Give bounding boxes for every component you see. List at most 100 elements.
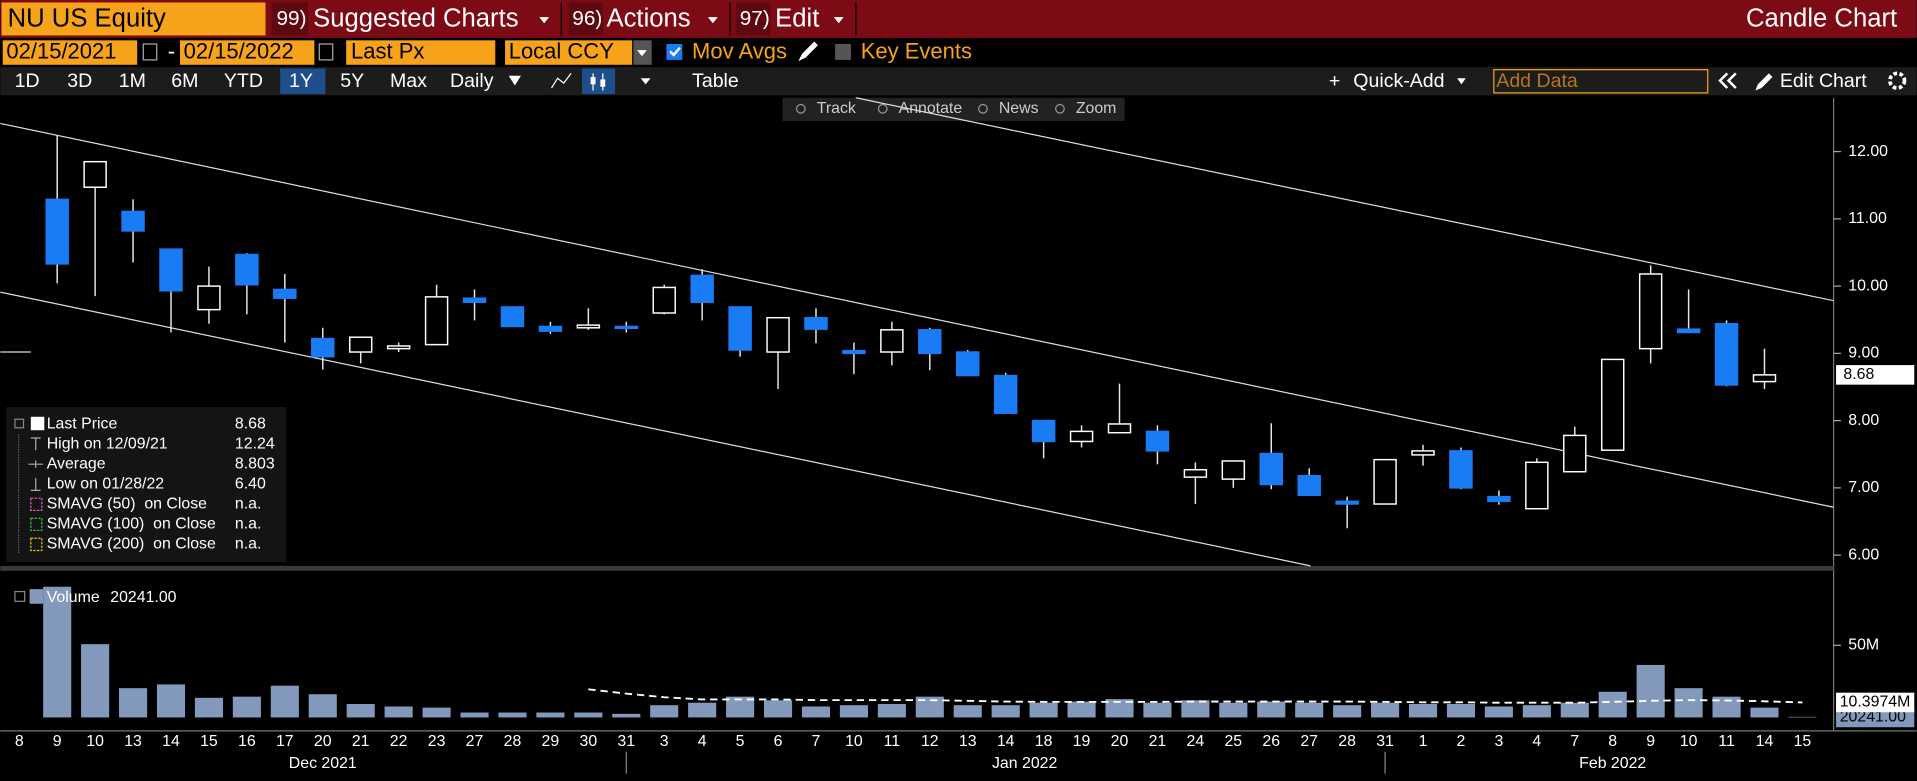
range-button[interactable]: 3D <box>67 70 92 92</box>
menu[interactable]: Actions <box>607 4 691 32</box>
dropdown-arrow <box>637 50 647 57</box>
range-button[interactable]: 1M <box>119 70 146 92</box>
volume-legend-value: 20241.00 <box>110 589 176 606</box>
candle-body <box>1714 323 1739 386</box>
tool-button[interactable]: News <box>999 100 1039 117</box>
range-button[interactable]: 6M <box>171 70 198 92</box>
volume-bar <box>81 644 110 718</box>
menu-key-box <box>568 2 603 36</box>
volume-bar <box>460 712 489 718</box>
legend-label: SMAVG (100) on Close <box>47 516 216 533</box>
candle-body <box>159 248 183 292</box>
candle-body <box>197 285 221 311</box>
legend-label: Low on 01/28/22 <box>47 475 165 492</box>
candle-body <box>235 253 259 286</box>
collapse-icon[interactable] <box>14 590 26 602</box>
volume-bar <box>1636 664 1665 718</box>
settings-icon[interactable] <box>1888 71 1907 90</box>
tool-icon <box>877 103 888 114</box>
volume-moving-average <box>588 688 1803 704</box>
axis-value-box <box>1836 707 1915 728</box>
legend-icon <box>30 478 41 491</box>
x-tick-label: 14 <box>1756 733 1774 750</box>
volume-bar <box>763 700 793 718</box>
menu[interactable]: Edit <box>775 4 819 32</box>
trend-line <box>0 291 1311 567</box>
volume-bar <box>43 586 72 718</box>
volume-bar <box>1408 704 1438 718</box>
checkbox-checked[interactable] <box>666 44 683 60</box>
range-button[interactable]: YTD <box>224 70 263 92</box>
x-tick-label: 13 <box>124 733 142 750</box>
mov-avgs: Mov Avgs <box>692 38 787 63</box>
line-chart-icon[interactable] <box>550 72 572 89</box>
collapse-icon[interactable] <box>1718 72 1737 89</box>
volume-bar <box>1371 702 1400 718</box>
range-button[interactable]: Max <box>390 70 427 92</box>
legend-label: Last Price <box>47 415 118 432</box>
pencil-icon[interactable] <box>798 41 818 62</box>
edit-chart[interactable]: Edit Chart <box>1780 70 1867 92</box>
volume-bar <box>1067 701 1096 718</box>
candle-body <box>1600 358 1625 451</box>
tool-button[interactable]: Track <box>817 100 856 117</box>
date-box[interactable] <box>2 40 138 65</box>
candle-body <box>273 288 297 299</box>
x-tick-label: 2 <box>1457 733 1466 750</box>
dropdown-arrow <box>539 17 550 24</box>
volume-bar <box>194 697 224 718</box>
y-tick-label: 7.00 <box>1848 479 1879 496</box>
dropdown-arrow <box>1457 78 1466 85</box>
candle-body <box>1145 430 1170 452</box>
y-tick-label: 6.00 <box>1848 546 1879 563</box>
x-tick-label: 17 <box>276 733 294 750</box>
range-button[interactable]: 1Y <box>289 70 313 92</box>
candle-body <box>424 296 449 346</box>
volume-bar <box>1219 702 1248 718</box>
candle-icon <box>600 79 606 87</box>
table-button[interactable]: Table <box>692 70 739 92</box>
candle-body <box>500 306 525 328</box>
x-tick-label: 9 <box>53 733 62 750</box>
x-tick-label: 4 <box>698 733 707 750</box>
calendar-icon[interactable] <box>318 43 334 61</box>
field-box[interactable] <box>346 40 496 65</box>
x-tick-label: 19 <box>1073 733 1091 750</box>
volume-bar <box>1674 688 1703 718</box>
volume-bar <box>991 705 1020 718</box>
range-button[interactable]: 1D <box>15 70 40 92</box>
ticker-box[interactable] <box>1 2 266 36</box>
pane-separator <box>0 565 1834 571</box>
date-box[interactable] <box>179 40 315 65</box>
calendar-icon[interactable] <box>142 43 158 61</box>
tool-button[interactable]: Annotate <box>899 100 963 117</box>
candle-icon-bg[interactable] <box>582 68 616 95</box>
dropdown-arrow[interactable] <box>640 78 651 85</box>
x-tick-label: 13 <box>959 733 977 750</box>
volume-bar <box>877 704 906 718</box>
tool-button[interactable]: Zoom <box>1076 100 1117 117</box>
volume-bar <box>1598 691 1627 718</box>
menu-key: 99) <box>277 7 307 30</box>
menu-key: 97) <box>740 7 770 30</box>
dropdown-arrow <box>833 17 844 24</box>
quick-add[interactable]: Quick-Add <box>1353 70 1444 92</box>
x-tick-label: 29 <box>542 733 560 750</box>
ticker: NU US Equity <box>8 4 166 32</box>
month-label: Feb 2022 <box>1579 755 1646 772</box>
y-tick-label: 10.00 <box>1848 277 1888 294</box>
range-button[interactable]: 5Y <box>340 70 364 92</box>
legend-value: 12.24 <box>235 435 275 452</box>
add-data-input[interactable] <box>1493 69 1709 94</box>
legend-label: High on 12/09/21 <box>47 435 168 452</box>
currency-box[interactable] <box>505 40 633 65</box>
frequency[interactable]: Daily <box>450 70 494 92</box>
checkbox[interactable] <box>835 44 851 60</box>
volume-bar <box>839 705 868 718</box>
menu[interactable]: Suggested Charts <box>313 4 518 32</box>
x-tick-label: 24 <box>1187 733 1205 750</box>
collapse-icon[interactable] <box>14 418 25 429</box>
volume-bar <box>119 688 148 718</box>
legend-label: SMAVG (200) on Close <box>47 536 216 553</box>
volume-bar <box>1788 716 1817 718</box>
